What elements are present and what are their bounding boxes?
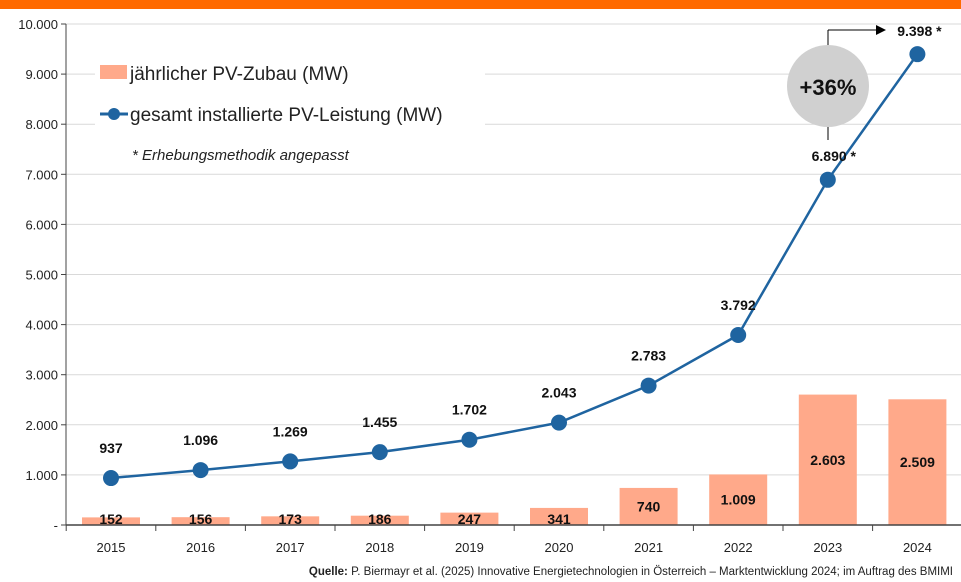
line-label-2017: 1.269: [273, 423, 308, 439]
bar-2019: [440, 512, 499, 525]
line-point-2017: [282, 453, 299, 470]
source-note: Quelle: P. Biermayr et al. (2025) Innova…: [309, 566, 953, 578]
bar-2024: [888, 399, 947, 525]
line-label-2018: 1.455: [362, 414, 397, 430]
line-point-2015: [103, 470, 119, 487]
line-label-2016: 1.096: [183, 432, 218, 448]
y-tick-label: 7.000: [25, 167, 58, 182]
line-point-2018: [371, 444, 388, 461]
line-label-2022: 3.792: [721, 297, 756, 313]
x-tick-label-2018: 2018: [365, 540, 394, 555]
line-label-2020: 2.043: [541, 385, 576, 401]
y-tick-label: 9.000: [25, 67, 58, 82]
bar-2015: [82, 517, 140, 525]
annotation-arrow-icon: [876, 25, 886, 35]
total-line: [110, 53, 919, 480]
bar-label-2022: 1.009: [721, 492, 756, 508]
line-label-2024: 9.398 *: [897, 23, 942, 39]
bar-2023: [798, 394, 857, 525]
bar-2016: [171, 517, 230, 525]
source-text: P. Biermayr et al. (2025) Innovative Ene…: [347, 566, 953, 578]
bar-label-2016: 156: [189, 511, 213, 527]
bar-label-2018: 186: [368, 511, 392, 527]
legend-background: [95, 58, 485, 168]
bar-label-2019: 247: [458, 511, 482, 527]
bar-label-2020: 341: [547, 511, 571, 527]
legend-line-label: gesamt installierte PV-Leistung (MW): [130, 105, 443, 126]
line-point-2024: [909, 46, 926, 63]
y-tick-label: 10.000: [18, 17, 58, 32]
x-tick-label-2021: 2021: [634, 540, 663, 555]
line-point-2022: [730, 327, 747, 344]
y-tick-label: 6.000: [25, 217, 58, 232]
legend-bar-label: jährlicher PV-Zubau (MW): [129, 64, 349, 85]
line-point-2016: [192, 462, 209, 479]
x-tick-label-2015: 2015: [97, 540, 126, 555]
y-tick-label: 8.000: [25, 117, 58, 132]
y-tick-label: 5.000: [25, 268, 58, 283]
bar-label-2017: 173: [279, 511, 303, 527]
x-tick-label-2023: 2023: [813, 540, 842, 555]
bar-2020: [530, 507, 588, 525]
x-tick-label-2019: 2019: [455, 540, 484, 555]
line-label-2021: 2.783: [631, 348, 666, 364]
line-label-2023: 6.890 *: [812, 148, 857, 164]
orange-top-bar: [0, 0, 961, 9]
y-tick-label: 2.000: [25, 418, 58, 433]
legend-bar-swatch: [100, 65, 127, 79]
bar-label-2024: 2.509: [900, 454, 935, 470]
bar-label-2015: 152: [99, 511, 123, 527]
x-tick-label-2024: 2024: [903, 540, 932, 555]
y-tick-label: -: [54, 518, 58, 533]
bar-2022: [709, 474, 768, 525]
legend-line-marker: [108, 108, 120, 120]
growth-label: +36%: [800, 75, 857, 100]
bar-label-2023: 2.603: [810, 452, 845, 468]
line-label-2019: 1.702: [452, 402, 487, 418]
growth-bubble: [787, 45, 869, 127]
y-tick-label: 1.000: [25, 468, 58, 483]
line-label-2015: 937: [99, 440, 123, 456]
source-prefix: Quelle:: [308, 566, 348, 578]
x-tick-label-2016: 2016: [186, 540, 215, 555]
bar-2017: [261, 516, 320, 525]
line-point-2021: [640, 377, 657, 394]
y-tick-label: 3.000: [25, 368, 58, 383]
line-point-2023: [819, 171, 836, 188]
y-tick-label: 4.000: [25, 318, 58, 333]
x-tick-label-2020: 2020: [545, 540, 574, 555]
bar-label-2021: 740: [637, 498, 661, 514]
line-point-2020: [551, 414, 567, 431]
line-point-2019: [461, 431, 478, 448]
bar-2018: [350, 515, 409, 525]
bar-2021: [619, 487, 678, 525]
x-tick-label-2022: 2022: [724, 540, 753, 555]
x-tick-label-2017: 2017: [276, 540, 305, 555]
method-note: * Erhebungsmethodik angepasst: [132, 147, 350, 164]
